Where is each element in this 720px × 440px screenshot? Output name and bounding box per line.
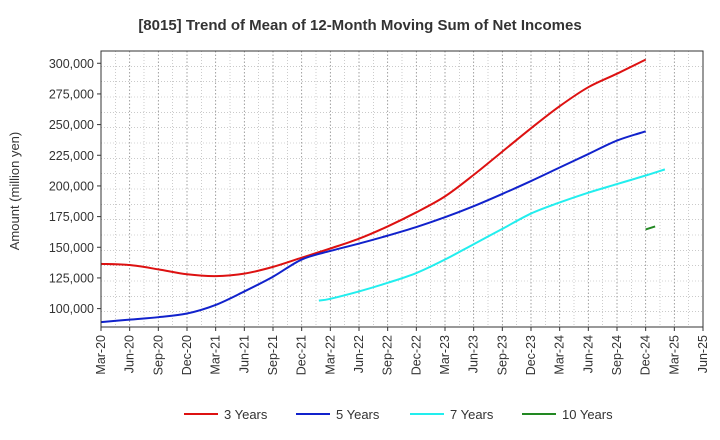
y-tick-label: 225,000 bbox=[49, 149, 94, 163]
y-tick-label: 200,000 bbox=[49, 179, 94, 193]
x-tick-label: Sep-23 bbox=[495, 335, 509, 375]
y-tick-label: 300,000 bbox=[49, 57, 94, 71]
y-axis-ticks: 100,000 125,000 150,000 175,000 200,000 225,0… bbox=[49, 57, 101, 316]
x-tick-label: Dec-20 bbox=[180, 335, 194, 375]
x-tick-label: Dec-22 bbox=[409, 335, 423, 375]
x-tick-label: Sep-21 bbox=[266, 335, 280, 375]
legend-label: 7 Years bbox=[450, 407, 494, 422]
legend-label: 3 Years bbox=[224, 407, 268, 422]
y-tick-label: 175,000 bbox=[49, 210, 94, 224]
x-tick-label: Sep-22 bbox=[381, 335, 395, 375]
plot-area bbox=[100, 50, 704, 328]
x-tick-label: Jun-23 bbox=[467, 335, 481, 373]
gridlines bbox=[100, 50, 704, 328]
legend-label: 5 Years bbox=[336, 407, 380, 422]
x-tick-label: Dec-23 bbox=[524, 335, 538, 375]
x-tick-label: Mar-20 bbox=[94, 335, 108, 375]
series-line-4 bbox=[645, 225, 656, 231]
x-tick-label: Jun-20 bbox=[123, 335, 137, 373]
y-tick-label: 125,000 bbox=[49, 271, 94, 285]
x-tick-label: Sep-20 bbox=[151, 335, 165, 375]
x-tick-label: Jun-25 bbox=[696, 335, 710, 373]
x-tick-label: Sep-24 bbox=[610, 335, 624, 375]
x-tick-label: Jun-22 bbox=[352, 335, 366, 373]
series-line-1 bbox=[100, 58, 647, 278]
y-tick-label: 100,000 bbox=[49, 302, 94, 316]
x-tick-label: Mar-22 bbox=[323, 335, 337, 375]
series-line-3 bbox=[318, 168, 666, 302]
x-tick-label: Mar-25 bbox=[667, 335, 681, 375]
x-axis-ticks: Mar-20 Jun-20 Sep-20 Dec-20 Mar-21 Jun-21 Sep-… bbox=[94, 327, 710, 375]
y-axis-label: Amount (million yen) bbox=[7, 132, 22, 251]
series-line-2 bbox=[100, 130, 646, 324]
x-tick-label: Mar-24 bbox=[553, 335, 567, 375]
y-tick-label: 250,000 bbox=[49, 118, 94, 132]
x-tick-label: Jun-21 bbox=[237, 335, 251, 373]
y-tick-label: 150,000 bbox=[49, 241, 94, 255]
x-tick-label: Dec-24 bbox=[639, 335, 653, 375]
y-tick-label: 275,000 bbox=[49, 87, 94, 101]
x-tick-label: Mar-21 bbox=[209, 335, 223, 375]
series-lines bbox=[100, 58, 666, 324]
x-tick-label: Dec-21 bbox=[295, 335, 309, 375]
chart-title: [8015] Trend of Mean of 12-Month Moving … bbox=[138, 17, 581, 34]
legend: 3 Years 5 Years 7 Years 10 Years bbox=[184, 407, 613, 422]
x-tick-label: Jun-24 bbox=[581, 335, 595, 373]
legend-label: 10 Years bbox=[562, 407, 613, 422]
x-tick-label: Mar-23 bbox=[438, 335, 452, 375]
